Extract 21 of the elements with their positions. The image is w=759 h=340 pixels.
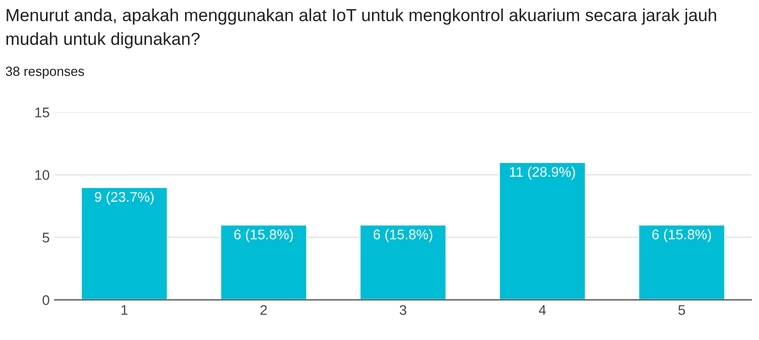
- chart-subtitle: 38 responses: [6, 66, 84, 79]
- x-tick-label: 2: [260, 305, 267, 315]
- y-tick-label: 15: [35, 108, 50, 118]
- x-tick-label: 3: [400, 305, 406, 315]
- data-label: 6 (15.8%): [652, 229, 711, 242]
- chart-title: Menurut anda, apakah menggunakan alat IoT untuk mengkontrol akuarium secara jarak jauh mudah untuk digunakan?: [6, 8, 716, 48]
- y-tick-label: 5: [42, 232, 50, 242]
- x-tick-label: 5: [678, 305, 686, 315]
- data-label: 11 (28.9%): [510, 166, 575, 180]
- bar: [80, 186, 168, 300]
- bar: [498, 162, 586, 300]
- y-tick-label: 0: [42, 295, 50, 306]
- y-tick-label: 10: [35, 170, 50, 180]
- data-label: 6 (15.8%): [234, 229, 293, 242]
- bar: [220, 224, 308, 300]
- x-tick-label: 1: [122, 305, 128, 315]
- data-label: 6 (15.8%): [374, 229, 432, 242]
- data-label: 9 (23.7%): [94, 192, 154, 205]
- bar: [638, 224, 726, 300]
- bar: [359, 224, 447, 300]
- x-tick-label: 4: [538, 305, 546, 315]
